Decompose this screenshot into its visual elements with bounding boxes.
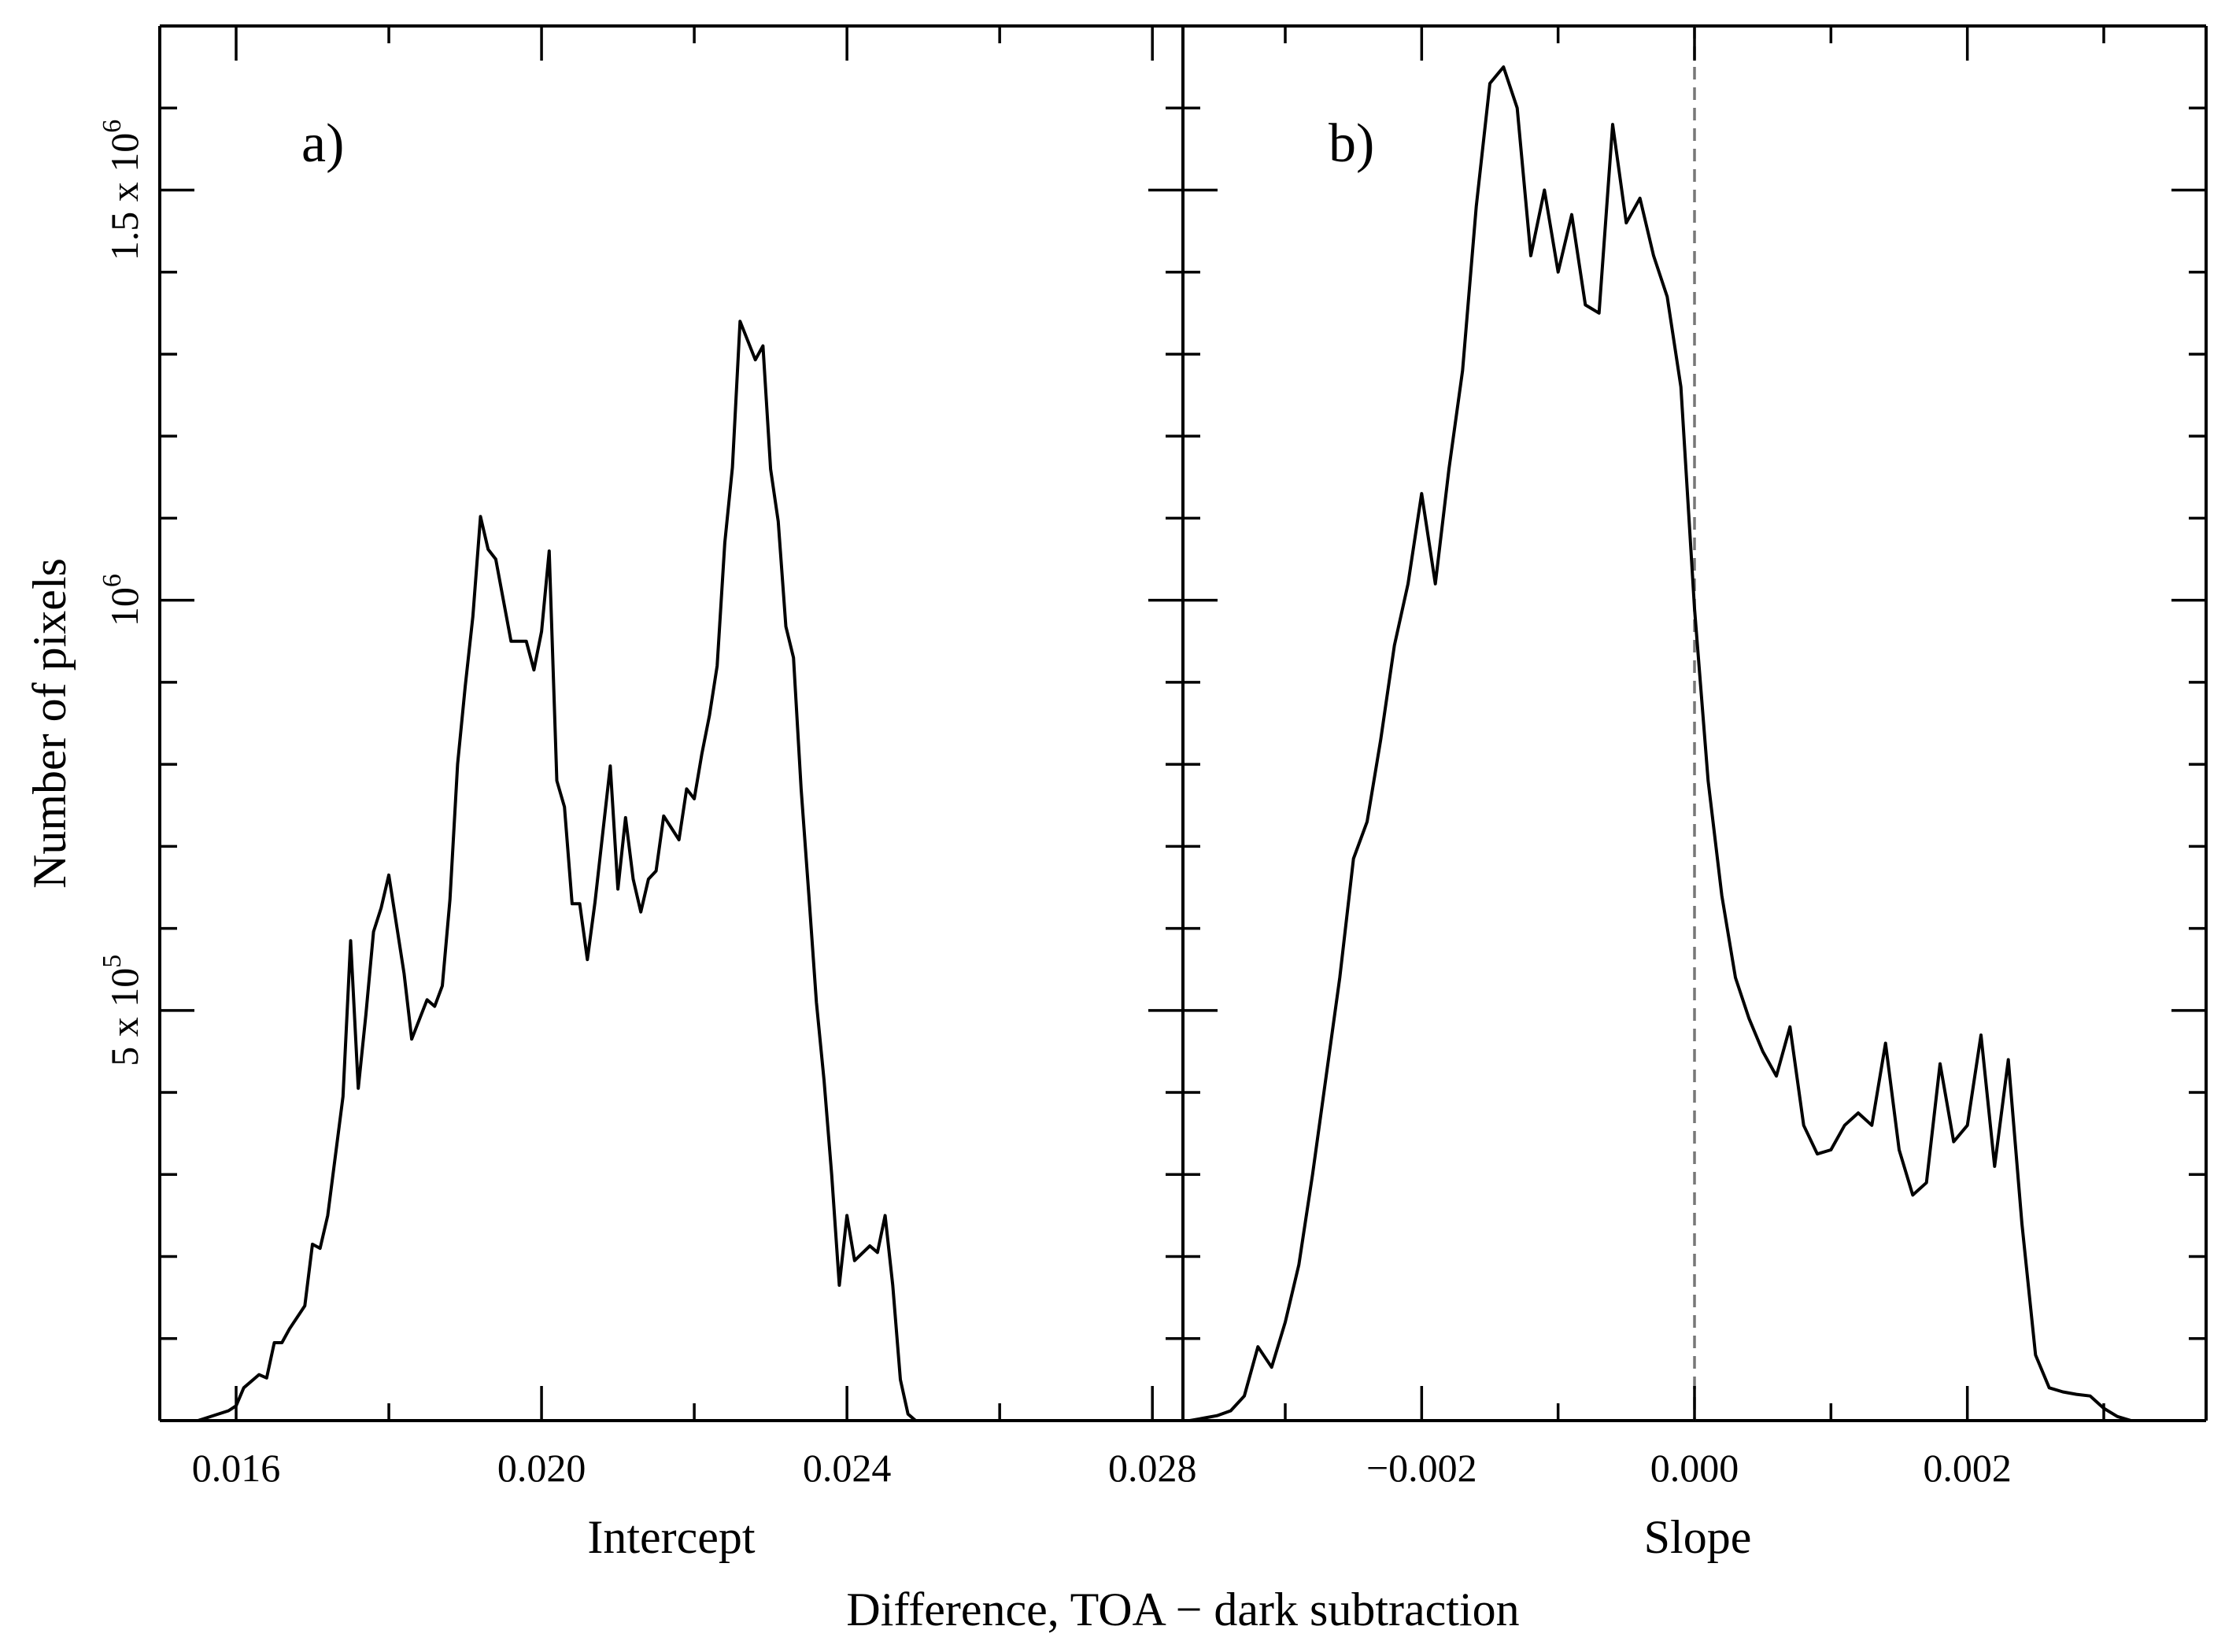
panel-a-x-tick-label: 0.028 — [1108, 1446, 1197, 1490]
y-tick-label: 106 — [98, 574, 146, 626]
panel-b-xlabel: Slope — [1644, 1511, 1752, 1563]
panel-a: 0.016 0.020 0.024 0.028 a) Intercept — [158, 24, 1197, 1563]
panel-a-x-tick-labels: 0.016 0.020 0.024 0.028 — [192, 1446, 1197, 1490]
y-axis-title: Number of pixels — [24, 558, 76, 889]
panel-b-series-line — [1189, 65, 2200, 1422]
panel-b-x-tick-label: −0.002 — [1366, 1446, 1477, 1490]
panel-a-x-tick-label: 0.020 — [497, 1446, 586, 1490]
panel-b-ticks — [1183, 26, 2206, 1421]
panel-b-x-tick-label: 0.000 — [1650, 1446, 1739, 1490]
y-tick-labels: 5 x 105 106 1.5 x 106 — [98, 120, 146, 1066]
x-axis-title: Difference, TOA − dark subtraction — [846, 1584, 1519, 1635]
panel-a-xlabel: Intercept — [587, 1511, 756, 1563]
panel-a-ticks — [160, 26, 1183, 1421]
panel-a-x-tick-label: 0.024 — [803, 1446, 892, 1490]
panel-b-x-tick-labels: −0.002 0.000 0.002 — [1366, 1446, 2012, 1490]
panel-a-label: a) — [301, 113, 344, 174]
panel-b: −0.002 0.000 0.002 b) Slope — [1183, 24, 2208, 1563]
panel-a-x-tick-label: 0.016 — [192, 1446, 281, 1490]
panel-b-label: b) — [1329, 113, 1374, 174]
panel-a-series-line — [197, 320, 1137, 1422]
y-tick-label: 1.5 x 106 — [98, 120, 146, 261]
panel-b-x-tick-label: 0.002 — [1923, 1446, 2012, 1490]
y-tick-label: 5 x 105 — [98, 955, 146, 1066]
